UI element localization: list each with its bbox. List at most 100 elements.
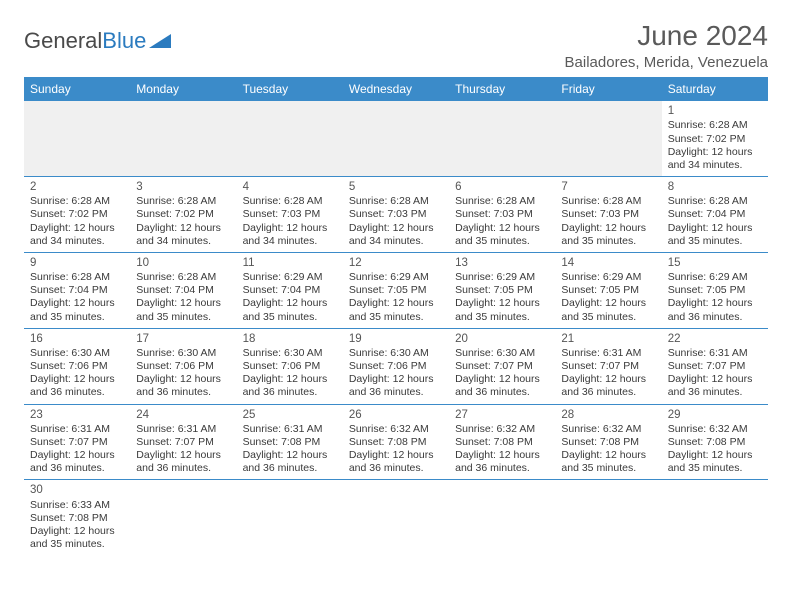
calendar-cell: 19Sunrise: 6:30 AMSunset: 7:06 PMDayligh…: [343, 328, 449, 404]
daylight-text: and 36 minutes.: [136, 462, 230, 475]
daylight-text: Daylight: 12 hours: [455, 449, 549, 462]
daylight-text: and 36 minutes.: [30, 386, 124, 399]
sunset-text: Sunset: 7:08 PM: [30, 512, 124, 525]
day-number: 6: [455, 180, 549, 194]
sunrise-text: Sunrise: 6:30 AM: [455, 347, 549, 360]
day-header: Monday: [130, 77, 236, 101]
sunrise-text: Sunrise: 6:28 AM: [455, 195, 549, 208]
daylight-text: Daylight: 12 hours: [136, 297, 230, 310]
day-number: 10: [136, 256, 230, 270]
calendar-cell: 29Sunrise: 6:32 AMSunset: 7:08 PMDayligh…: [662, 404, 768, 480]
sunrise-text: Sunrise: 6:30 AM: [30, 347, 124, 360]
sunset-text: Sunset: 7:05 PM: [455, 284, 549, 297]
calendar-week-row: 9Sunrise: 6:28 AMSunset: 7:04 PMDaylight…: [24, 252, 768, 328]
day-number: 20: [455, 332, 549, 346]
daylight-text: and 36 minutes.: [668, 311, 762, 324]
sunset-text: Sunset: 7:08 PM: [349, 436, 443, 449]
sunset-text: Sunset: 7:05 PM: [561, 284, 655, 297]
calendar-cell: 7Sunrise: 6:28 AMSunset: 7:03 PMDaylight…: [555, 176, 661, 252]
daylight-text: Daylight: 12 hours: [349, 297, 443, 310]
day-header: Sunday: [24, 77, 130, 101]
sunset-text: Sunset: 7:08 PM: [561, 436, 655, 449]
calendar-cell: 23Sunrise: 6:31 AMSunset: 7:07 PMDayligh…: [24, 404, 130, 480]
daylight-text: Daylight: 12 hours: [561, 449, 655, 462]
day-number: 7: [561, 180, 655, 194]
title-block: June 2024 Bailadores, Merida, Venezuela: [565, 20, 768, 71]
day-number: 15: [668, 256, 762, 270]
sunrise-text: Sunrise: 6:29 AM: [668, 271, 762, 284]
sunset-text: Sunset: 7:04 PM: [243, 284, 337, 297]
daylight-text: and 35 minutes.: [455, 235, 549, 248]
calendar-cell: 26Sunrise: 6:32 AMSunset: 7:08 PMDayligh…: [343, 404, 449, 480]
daylight-text: Daylight: 12 hours: [349, 373, 443, 386]
daylight-text: and 36 minutes.: [561, 386, 655, 399]
calendar-cell: [662, 480, 768, 555]
day-number: 8: [668, 180, 762, 194]
day-header: Tuesday: [237, 77, 343, 101]
logo-text-1: General: [24, 28, 102, 54]
calendar-cell: 13Sunrise: 6:29 AMSunset: 7:05 PMDayligh…: [449, 252, 555, 328]
sunset-text: Sunset: 7:04 PM: [136, 284, 230, 297]
calendar-cell: 2Sunrise: 6:28 AMSunset: 7:02 PMDaylight…: [24, 176, 130, 252]
calendar-week-row: 30Sunrise: 6:33 AMSunset: 7:08 PMDayligh…: [24, 480, 768, 555]
day-number: 18: [243, 332, 337, 346]
daylight-text: and 35 minutes.: [349, 311, 443, 324]
calendar-cell: 4Sunrise: 6:28 AMSunset: 7:03 PMDaylight…: [237, 176, 343, 252]
daylight-text: Daylight: 12 hours: [668, 146, 762, 159]
day-header: Saturday: [662, 77, 768, 101]
location-subtitle: Bailadores, Merida, Venezuela: [565, 54, 768, 71]
daylight-text: and 36 minutes.: [136, 386, 230, 399]
daylight-text: Daylight: 12 hours: [243, 222, 337, 235]
sunset-text: Sunset: 7:03 PM: [561, 208, 655, 221]
sunrise-text: Sunrise: 6:28 AM: [561, 195, 655, 208]
calendar-cell: [343, 480, 449, 555]
sunrise-text: Sunrise: 6:32 AM: [668, 423, 762, 436]
calendar-cell: 21Sunrise: 6:31 AMSunset: 7:07 PMDayligh…: [555, 328, 661, 404]
sunrise-text: Sunrise: 6:31 AM: [136, 423, 230, 436]
day-number: 17: [136, 332, 230, 346]
sunrise-text: Sunrise: 6:32 AM: [349, 423, 443, 436]
sunrise-text: Sunrise: 6:31 AM: [561, 347, 655, 360]
calendar-cell: 17Sunrise: 6:30 AMSunset: 7:06 PMDayligh…: [130, 328, 236, 404]
day-number: 26: [349, 408, 443, 422]
daylight-text: and 36 minutes.: [668, 386, 762, 399]
calendar-week-row: 1Sunrise: 6:28 AMSunset: 7:02 PMDaylight…: [24, 101, 768, 176]
calendar-cell: 10Sunrise: 6:28 AMSunset: 7:04 PMDayligh…: [130, 252, 236, 328]
daylight-text: and 36 minutes.: [455, 386, 549, 399]
daylight-text: and 35 minutes.: [136, 311, 230, 324]
sunset-text: Sunset: 7:07 PM: [136, 436, 230, 449]
sunrise-text: Sunrise: 6:29 AM: [243, 271, 337, 284]
daylight-text: Daylight: 12 hours: [455, 222, 549, 235]
sunrise-text: Sunrise: 6:30 AM: [136, 347, 230, 360]
daylight-text: and 36 minutes.: [349, 462, 443, 475]
day-number: 21: [561, 332, 655, 346]
sunset-text: Sunset: 7:08 PM: [668, 436, 762, 449]
day-number: 19: [349, 332, 443, 346]
daylight-text: Daylight: 12 hours: [136, 373, 230, 386]
daylight-text: and 36 minutes.: [349, 386, 443, 399]
sunset-text: Sunset: 7:08 PM: [243, 436, 337, 449]
day-header: Thursday: [449, 77, 555, 101]
day-number: 22: [668, 332, 762, 346]
day-number: 16: [30, 332, 124, 346]
daylight-text: Daylight: 12 hours: [30, 297, 124, 310]
sunset-text: Sunset: 7:03 PM: [455, 208, 549, 221]
daylight-text: and 35 minutes.: [30, 538, 124, 551]
sunrise-text: Sunrise: 6:31 AM: [30, 423, 124, 436]
day-number: 27: [455, 408, 549, 422]
calendar-cell: 28Sunrise: 6:32 AMSunset: 7:08 PMDayligh…: [555, 404, 661, 480]
calendar-week-row: 16Sunrise: 6:30 AMSunset: 7:06 PMDayligh…: [24, 328, 768, 404]
day-number: 28: [561, 408, 655, 422]
calendar-cell: [237, 101, 343, 176]
calendar-cell: [555, 101, 661, 176]
sunrise-text: Sunrise: 6:31 AM: [668, 347, 762, 360]
daylight-text: and 36 minutes.: [455, 462, 549, 475]
day-number: 5: [349, 180, 443, 194]
daylight-text: and 35 minutes.: [455, 311, 549, 324]
daylight-text: Daylight: 12 hours: [349, 222, 443, 235]
sunset-text: Sunset: 7:06 PM: [30, 360, 124, 373]
calendar-cell: [130, 101, 236, 176]
page-header: GeneralBlue June 2024 Bailadores, Merida…: [24, 20, 768, 71]
sunset-text: Sunset: 7:05 PM: [668, 284, 762, 297]
sunrise-text: Sunrise: 6:32 AM: [455, 423, 549, 436]
